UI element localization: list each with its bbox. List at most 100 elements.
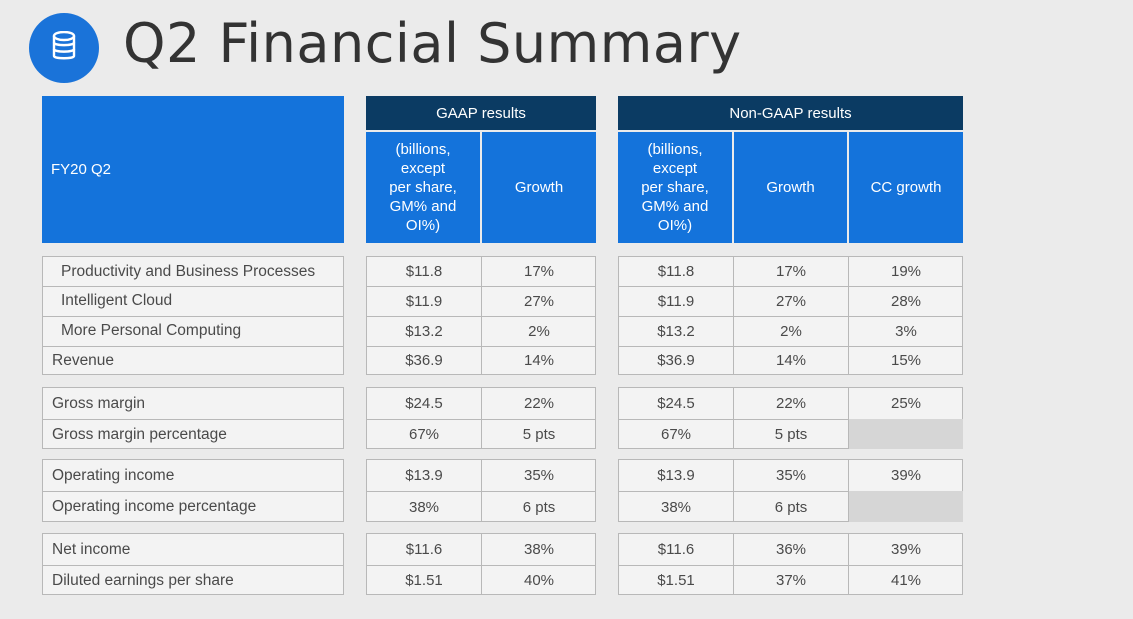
gaap-growth-cell: 35% xyxy=(523,467,555,484)
row-divider xyxy=(43,564,343,566)
gaap-growth-label: Growth xyxy=(514,179,564,196)
row-divider xyxy=(367,418,595,420)
gaap-growth-cell: 22% xyxy=(523,395,555,412)
row-divider xyxy=(43,490,343,492)
gaap-value-cell: $13.9 xyxy=(405,467,443,484)
gaap-units-header: (billions, except per share, GM% and OI%… xyxy=(366,132,480,243)
row-divider xyxy=(619,345,962,347)
gaap-value-cell: $13.2 xyxy=(405,322,443,340)
row-label: Productivity and Business Processes xyxy=(61,262,316,280)
nongaap-value-cell: $13.2 xyxy=(657,322,695,340)
row-label: Operating income percentage xyxy=(52,498,257,515)
gaap-block-group-3: $11.6 38% $1.51 40% xyxy=(366,533,596,595)
row-label: Gross margin xyxy=(52,394,146,412)
nongaap-value-cell: $11.9 xyxy=(657,292,695,310)
row-label: Diluted earnings per share xyxy=(52,571,234,589)
nongaap-growth-cell: 6 pts xyxy=(774,498,808,516)
nongaap-value-cell: 38% xyxy=(660,498,692,516)
nongaap-growth-cell: 5 pts xyxy=(774,426,808,443)
nongaap-growth-cell: 35% xyxy=(775,467,807,484)
cc-growth-header: CC growth xyxy=(849,132,963,243)
row-divider xyxy=(43,345,343,347)
gaap-block-group-1: $24.5 22% 67% 5 pts xyxy=(366,387,596,449)
column-divider xyxy=(481,388,482,448)
column-divider xyxy=(733,534,734,594)
column-divider xyxy=(481,257,482,374)
nongaap-header: Non-GAAP results xyxy=(618,96,963,130)
gaap-growth-cell: 40% xyxy=(523,572,555,589)
label-block-group-3: Net income Diluted earnings per share xyxy=(42,533,344,595)
row-label: Gross margin percentage xyxy=(52,425,227,443)
nongaap-value-cell: $11.8 xyxy=(657,263,695,281)
page-title: Q2 Financial Summary xyxy=(123,12,742,75)
gaap-value-cell: $24.5 xyxy=(405,395,443,412)
label-block-group-0: Productivity and Business Processes Intel… xyxy=(42,256,344,375)
row-label: More Personal Computing xyxy=(61,322,242,339)
gaap-value-cell: $11.8 xyxy=(405,263,443,281)
cc-growth-cell: 28% xyxy=(890,292,922,310)
row-divider xyxy=(43,286,343,287)
nongaap-growth-cell: 36% xyxy=(775,541,807,558)
row-divider xyxy=(619,286,962,287)
gaap-header: GAAP results xyxy=(366,96,596,130)
period-header-cell: FY20 Q2 xyxy=(42,96,344,243)
row-divider xyxy=(619,418,962,420)
nongaap-block-group-1: $24.5 22% 25% 67% 5 pts xyxy=(618,387,963,449)
cc-growth-cell: 39% xyxy=(890,541,922,558)
row-divider xyxy=(43,418,343,420)
cc-growth-empty-cell xyxy=(849,491,963,522)
cc-growth-cell: 3% xyxy=(895,322,917,340)
logo-circle xyxy=(29,13,99,83)
gaap-growth-cell: 27% xyxy=(523,292,555,310)
gaap-value-cell: 38% xyxy=(408,498,440,516)
gaap-growth-cell: 5 pts xyxy=(522,426,556,443)
gaap-growth-cell: 6 pts xyxy=(522,498,556,516)
period-label: FY20 Q2 xyxy=(51,161,112,178)
nongaap-growth-cell: 27% xyxy=(775,292,807,310)
label-block-group-1: Gross margin Gross margin percentage xyxy=(42,387,344,449)
gaap-units-label: (billions, except per share, GM% and OI%… xyxy=(389,141,457,234)
column-divider xyxy=(848,388,849,448)
nongaap-growth-cell: 2% xyxy=(780,322,802,340)
row-divider xyxy=(367,490,595,492)
cc-growth-cell: 25% xyxy=(890,395,922,412)
cc-growth-cell: 15% xyxy=(890,352,922,370)
row-divider xyxy=(619,315,962,317)
gaap-growth-cell: 17% xyxy=(523,263,555,281)
row-divider xyxy=(367,564,595,566)
gaap-value-cell: $11.6 xyxy=(405,541,443,558)
column-divider xyxy=(733,257,734,374)
row-divider xyxy=(367,345,595,347)
nongaap-header-label: Non-GAAP results xyxy=(729,104,852,122)
column-divider xyxy=(848,534,849,594)
nongaap-growth-label: Growth xyxy=(766,179,815,196)
label-block-group-2: Operating income Operating income percent… xyxy=(42,459,344,522)
nongaap-growth-cell: 17% xyxy=(775,263,807,281)
nongaap-value-cell: $1.51 xyxy=(657,572,695,589)
cc-growth-empty-cell xyxy=(849,419,963,449)
row-label: Operating income xyxy=(52,466,175,484)
cc-growth-cell: 41% xyxy=(890,572,922,589)
gaap-value-cell: $11.9 xyxy=(405,292,443,310)
nongaap-block-group-0: $11.8 17% 19% $11.9 27% 28% $13.2 2% 3% $36.9 14% 1… xyxy=(618,256,963,375)
column-divider xyxy=(848,257,849,374)
nongaap-value-cell: $11.6 xyxy=(657,541,695,558)
row-divider xyxy=(619,564,962,566)
row-divider xyxy=(619,490,962,492)
nongaap-growth-cell: 37% xyxy=(775,572,807,589)
nongaap-units-header: (billions, except per share, GM% and OI%… xyxy=(618,132,732,243)
row-divider xyxy=(43,315,343,317)
gaap-growth-cell: 38% xyxy=(523,541,555,558)
nongaap-units-label: (billions, except per share, GM% and OI%… xyxy=(641,141,709,234)
nongaap-value-cell: $24.5 xyxy=(657,395,695,412)
gaap-header-label: GAAP results xyxy=(436,104,526,122)
gaap-value-cell: 67% xyxy=(408,426,440,443)
gaap-growth-header: Growth xyxy=(482,132,596,243)
nongaap-value-cell: $13.9 xyxy=(657,467,695,484)
row-divider xyxy=(367,286,595,287)
cc-growth-cell: 19% xyxy=(890,263,922,281)
nongaap-growth-header: Growth xyxy=(734,132,847,243)
gaap-block-group-0: $11.8 17% $11.9 27% $13.2 2% $36.9 14% xyxy=(366,256,596,375)
row-label: Intelligent Cloud xyxy=(61,292,173,310)
column-divider xyxy=(733,388,734,448)
